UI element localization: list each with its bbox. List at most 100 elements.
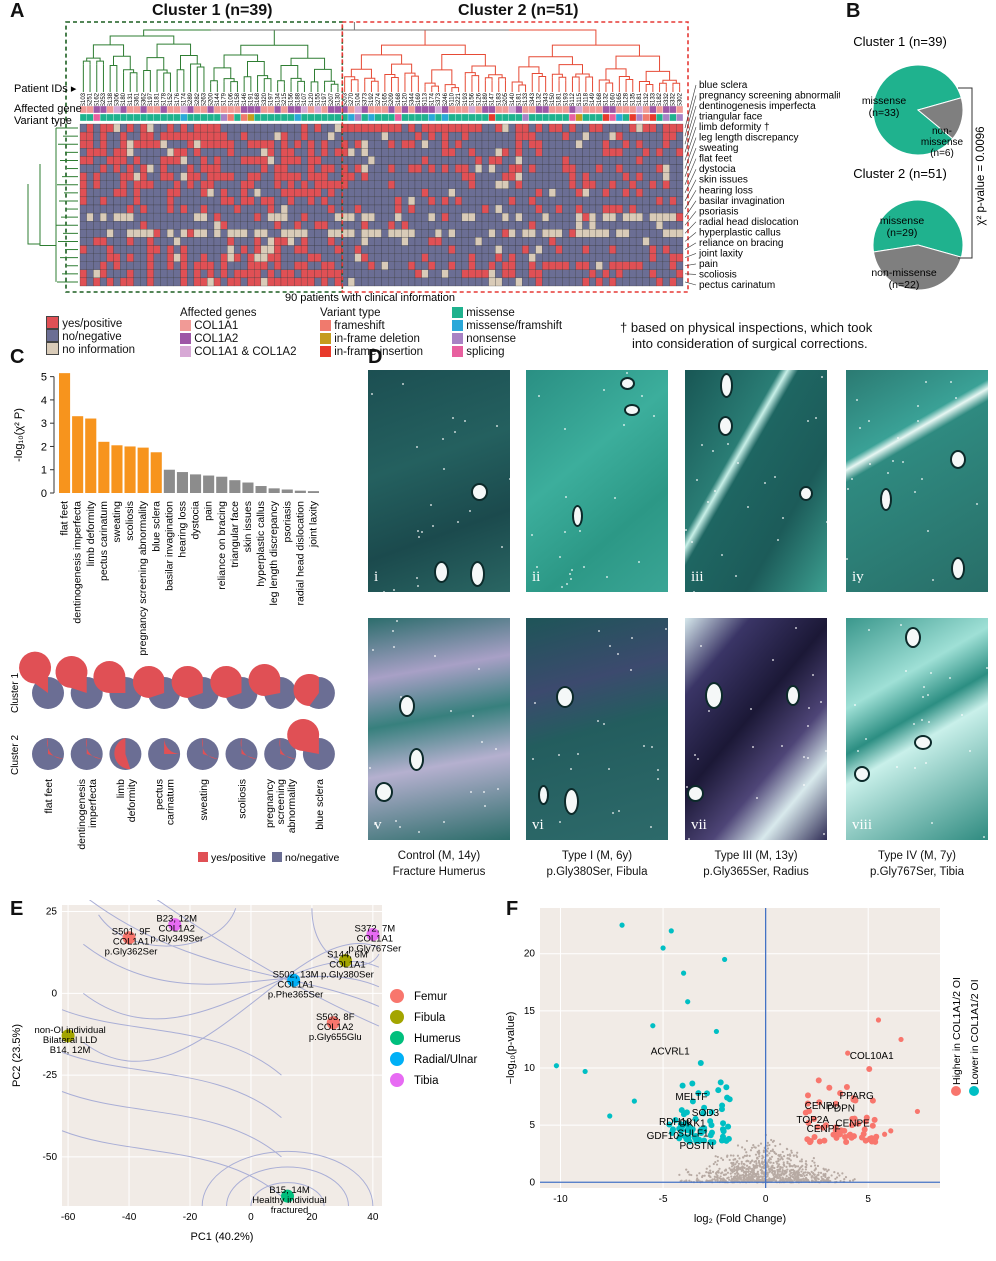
heatmap-cell <box>428 196 436 206</box>
heatmap-cell <box>86 196 94 206</box>
heatmap-cell <box>160 196 168 206</box>
gene-cell <box>434 105 442 114</box>
heatmap-cell <box>233 164 241 173</box>
bar <box>229 480 241 493</box>
legend-noinfo: no information <box>46 342 135 356</box>
patient-id: S193 <box>463 92 469 107</box>
pie-yes <box>210 665 242 698</box>
row-leader <box>684 95 697 137</box>
variant-cell <box>481 113 489 122</box>
f-ns-point <box>802 1179 806 1182</box>
heatmap-cell <box>254 140 262 149</box>
bar-category-label: pregnancy screening abnormality <box>137 500 149 655</box>
heatmap-cell <box>635 123 643 133</box>
f-ns-point <box>716 1155 719 1159</box>
heatmap-cell <box>354 156 362 165</box>
f-ns-point <box>804 1171 807 1174</box>
heatmap-cell <box>602 164 610 173</box>
bar-category-label: triangular face <box>229 501 241 568</box>
heatmap-cell <box>428 140 436 149</box>
f-ns-point <box>703 1174 706 1177</box>
f-ns-point <box>745 1154 749 1157</box>
heatmap-cell <box>669 196 677 206</box>
heatmap-cell <box>481 180 489 189</box>
heatmap-cell <box>528 237 536 246</box>
heatmap-cell <box>501 172 509 181</box>
heatmap-cell <box>86 156 94 165</box>
heatmap-cell <box>213 172 221 181</box>
f-ns-point <box>756 1176 759 1179</box>
gene-cell <box>233 105 241 114</box>
variant-cell <box>173 113 181 122</box>
f-ns-point <box>715 1173 718 1176</box>
heatmap-cell <box>254 212 262 222</box>
f-ns-point <box>752 1172 756 1176</box>
f-ns-point <box>752 1169 755 1172</box>
f-ns-point <box>817 1178 820 1181</box>
heatmap-cell <box>140 172 148 181</box>
heatmap-cell <box>662 131 670 141</box>
bar <box>150 452 162 493</box>
f-ns-point <box>769 1161 772 1164</box>
heatmap-cell <box>294 221 302 230</box>
heatmap-cell <box>441 269 449 279</box>
heatmap-cell <box>468 131 476 141</box>
heatmap-cell <box>307 188 315 198</box>
heatmap-cell <box>274 212 282 222</box>
heatmap-cell <box>629 221 637 230</box>
heatmap-cell <box>568 221 576 230</box>
heatmap-cell <box>414 204 422 214</box>
variant-cell <box>401 113 409 122</box>
patient-id: S168 <box>255 92 261 107</box>
heatmap-cell <box>542 204 550 214</box>
heatmap-cell <box>642 245 650 254</box>
heatmap-cell <box>528 253 536 262</box>
heatmap-cell <box>562 172 570 181</box>
heatmap-cell <box>629 164 637 173</box>
heatmap-cell <box>602 123 610 133</box>
gene-cell <box>146 105 154 114</box>
heatmap-cell <box>233 277 241 287</box>
gene-cell <box>401 105 409 114</box>
heatmap-cell <box>280 148 288 157</box>
f-ns-point <box>810 1170 813 1173</box>
heatmap-cell <box>361 140 369 149</box>
heatmap-cell <box>542 261 550 270</box>
heatmap-cell <box>575 172 583 181</box>
heatmap-cell <box>468 156 476 165</box>
heatmap-cell <box>327 156 335 165</box>
heatmap-cell <box>635 188 643 198</box>
heatmap-cell <box>93 196 101 206</box>
f-up-point <box>816 1138 823 1145</box>
heatmap-cell <box>153 164 161 173</box>
heatmap-cell <box>475 229 483 238</box>
heatmap-cell <box>635 131 643 141</box>
heatmap-cell <box>207 253 215 262</box>
heatmap-cell <box>314 277 322 287</box>
heatmap-cell <box>126 237 134 246</box>
heatmap-cell <box>227 188 235 198</box>
heatmap-cell <box>669 269 677 279</box>
patient-id: S131 <box>128 92 134 107</box>
row-label-patient-ids: Patient IDs ▸ <box>14 83 77 95</box>
f-ns-point <box>778 1173 782 1176</box>
heatmap-cell <box>180 148 188 157</box>
heatmap-cell <box>602 245 610 254</box>
bar <box>307 491 319 493</box>
bar-category-label: hyperplastic callus <box>255 501 267 587</box>
f-down-point <box>607 1113 613 1119</box>
heatmap-cell <box>481 269 489 279</box>
heatmap-cell <box>133 261 141 270</box>
heatmap-cell <box>615 229 623 238</box>
heatmap-cell <box>495 229 503 238</box>
heatmap-cell <box>522 269 530 279</box>
f-ns-point <box>819 1171 823 1175</box>
heatmap-cell <box>354 172 362 181</box>
heatmap-cell <box>461 269 469 279</box>
heatmap-cell <box>589 131 597 141</box>
heatmap-cell <box>649 261 657 270</box>
f-ns-point <box>794 1165 798 1168</box>
heatmap-cell <box>662 188 670 198</box>
heatmap-cell <box>441 123 449 133</box>
